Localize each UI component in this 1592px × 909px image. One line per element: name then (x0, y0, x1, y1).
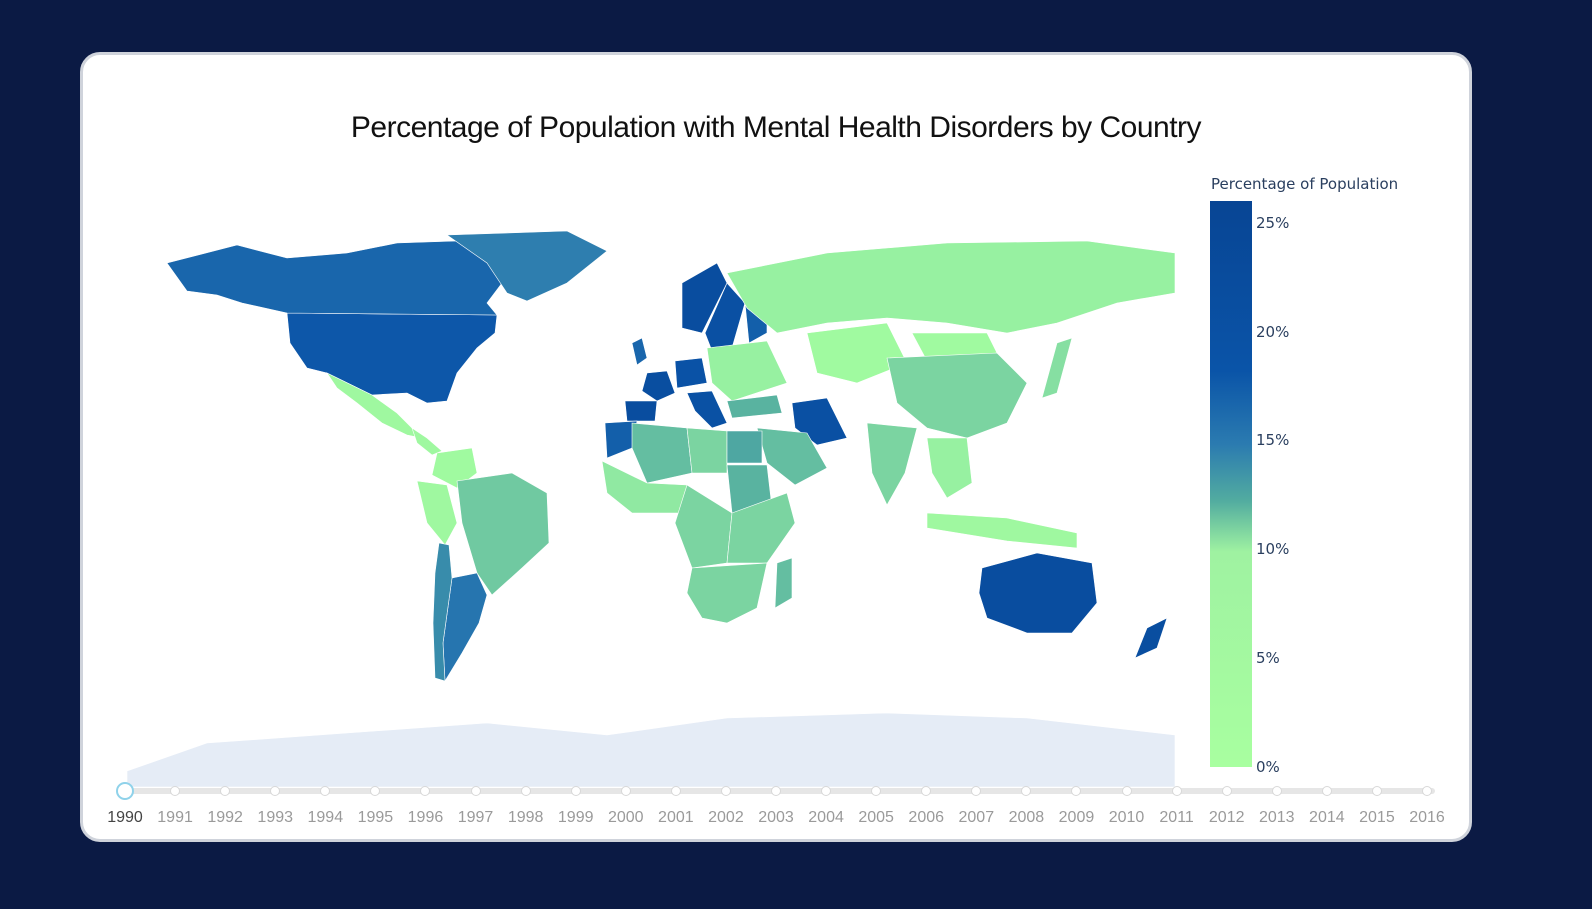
region-germany[interactable]: Germany (674, 357, 708, 389)
slider-step[interactable] (720, 786, 731, 796)
colorbar-title: Percentage of Population (1211, 175, 1399, 193)
region-east-africa[interactable]: East Africa (726, 492, 796, 564)
slider-step[interactable] (170, 786, 181, 796)
slider-step[interactable] (1171, 786, 1182, 796)
slider-year-label[interactable]: 2009 (1058, 809, 1095, 826)
slider-year-label[interactable]: 1998 (507, 809, 544, 826)
slider-step[interactable] (821, 786, 832, 796)
slider-year-label[interactable]: 2004 (808, 809, 844, 826)
slider-year-label[interactable]: 1995 (357, 809, 394, 826)
slider-year-label[interactable]: 2012 (1208, 809, 1245, 826)
region-norway[interactable]: Norway (681, 262, 728, 334)
region-southern-africa[interactable]: Southern Africa (686, 562, 768, 624)
region-france[interactable]: France (641, 370, 676, 402)
region-united-kingdom[interactable]: United Kingdom (631, 337, 648, 366)
slider-step[interactable] (871, 786, 882, 796)
region-australia[interactable]: Australia (978, 552, 1098, 634)
slider-year-label[interactable]: 2000 (607, 809, 644, 826)
slider-year-label[interactable]: 1997 (457, 809, 494, 826)
slider-year-label[interactable]: 1992 (207, 809, 243, 826)
slider-year-label[interactable]: 2014 (1309, 809, 1345, 826)
region-indonesia[interactable]: Indonesia (926, 512, 1078, 549)
slider-step[interactable] (971, 786, 982, 796)
region-saudi-arabia[interactable]: Saudi Arabia (756, 427, 828, 486)
region-united-states[interactable]: United States (286, 312, 498, 404)
slider-step[interactable] (370, 786, 381, 796)
slider-step[interactable] (420, 786, 431, 796)
colorbar-tick-label: 25% (1256, 213, 1290, 232)
slider-year-label[interactable]: 2001 (658, 809, 694, 826)
slider-year-label[interactable]: 2011 (1159, 809, 1194, 826)
colorbar-tick-label: 5% (1256, 649, 1280, 668)
world-map[interactable]: United StatesCanadaGreenlandMexicoCentra… (127, 223, 1175, 787)
region-turkey[interactable]: Turkey (726, 394, 783, 419)
slider-year-label[interactable]: 2005 (858, 809, 894, 826)
slider-year-label[interactable]: 1994 (307, 809, 344, 826)
slider-step[interactable] (921, 786, 932, 796)
region-antarctica[interactable]: Antarctica (127, 712, 1175, 787)
slider-year-label[interactable]: 2015 (1359, 809, 1395, 826)
slider-year-label[interactable]: 1996 (407, 809, 444, 826)
slider-step[interactable] (1221, 786, 1232, 796)
slider-year-label[interactable]: 1991 (157, 809, 193, 826)
slider-step[interactable] (470, 786, 481, 796)
region-new-zealand[interactable]: New Zealand (1134, 617, 1168, 659)
region-egypt[interactable]: Egypt (726, 430, 763, 464)
region-india[interactable]: India (866, 422, 918, 506)
region-mexico[interactable]: Mexico (326, 372, 423, 439)
slider-step[interactable] (1271, 786, 1282, 796)
colorbar-tick-label: 10% (1256, 540, 1290, 559)
colorbar-tick-label: 15% (1256, 431, 1290, 450)
slider-year-label[interactable]: 2003 (758, 809, 794, 826)
slider-step[interactable] (1071, 786, 1082, 796)
slider-year-label[interactable]: 1993 (257, 809, 294, 826)
slider-step[interactable] (1371, 786, 1382, 796)
chart-title: Percentage of Population with Mental Hea… (350, 111, 1202, 144)
slider-step[interactable] (670, 786, 681, 796)
slider-step[interactable] (1121, 786, 1132, 796)
slider-step[interactable] (570, 786, 581, 796)
slider-year-label[interactable]: 2016 (1409, 809, 1445, 826)
colorbar-tick-label: 0% (1256, 758, 1280, 776)
slider-year-label[interactable]: 2002 (708, 809, 744, 826)
slider-year-label[interactable]: 2007 (958, 809, 995, 826)
slider-step[interactable] (1021, 786, 1032, 796)
slider-step[interactable] (1422, 786, 1432, 796)
region-chile[interactable]: Chile (432, 542, 453, 682)
region-algeria[interactable]: Algeria (631, 422, 693, 484)
slider-year-label[interactable]: 2013 (1258, 809, 1295, 826)
region-spain[interactable]: Spain (624, 400, 658, 422)
slider-step[interactable] (620, 786, 631, 796)
chart-card: Percentage of Population with Mental Hea… (80, 52, 1472, 842)
region-eastern-europe[interactable]: Eastern Europe (706, 340, 788, 402)
region-madagascar[interactable]: Madagascar (774, 557, 793, 609)
region-kazakhstan[interactable]: Kazakhstan (806, 322, 908, 384)
region-brazil[interactable]: Brazil (456, 472, 550, 596)
slider-step[interactable] (220, 786, 231, 796)
slider-year-label[interactable]: 2008 (1008, 809, 1045, 826)
slider-year-label[interactable]: 1999 (557, 809, 594, 826)
region-greenland[interactable]: Greenland (446, 230, 608, 302)
slider-step[interactable] (771, 786, 781, 796)
region-libya[interactable]: Libya (686, 427, 728, 474)
slider-handle[interactable] (116, 782, 134, 800)
region-china[interactable]: China (886, 352, 1028, 439)
region-italy[interactable]: Italy (686, 390, 728, 429)
slider-step[interactable] (320, 786, 331, 796)
region-russia[interactable]: Russia (726, 240, 1175, 334)
slider-year-label[interactable]: 2006 (908, 809, 945, 826)
slider-step[interactable] (1321, 786, 1332, 796)
region-central-africa[interactable]: Central Africa (674, 484, 733, 569)
slider-step[interactable] (270, 786, 281, 796)
slider-step[interactable] (520, 786, 531, 796)
region-southeast-asia[interactable]: Southeast Asia (926, 437, 973, 499)
colorbar (1210, 201, 1252, 767)
slider-year-label[interactable]: 2010 (1108, 809, 1145, 826)
slider-year-label[interactable]: 1990 (107, 809, 143, 826)
colorbar-tick-label: 20% (1256, 322, 1290, 341)
region-peru[interactable]: Peru (416, 480, 458, 546)
region-japan[interactable]: Japan (1041, 337, 1073, 399)
